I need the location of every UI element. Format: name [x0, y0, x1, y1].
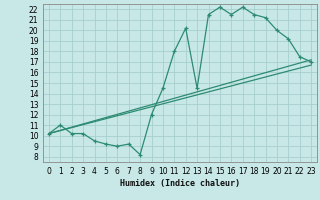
X-axis label: Humidex (Indice chaleur): Humidex (Indice chaleur): [120, 179, 240, 188]
